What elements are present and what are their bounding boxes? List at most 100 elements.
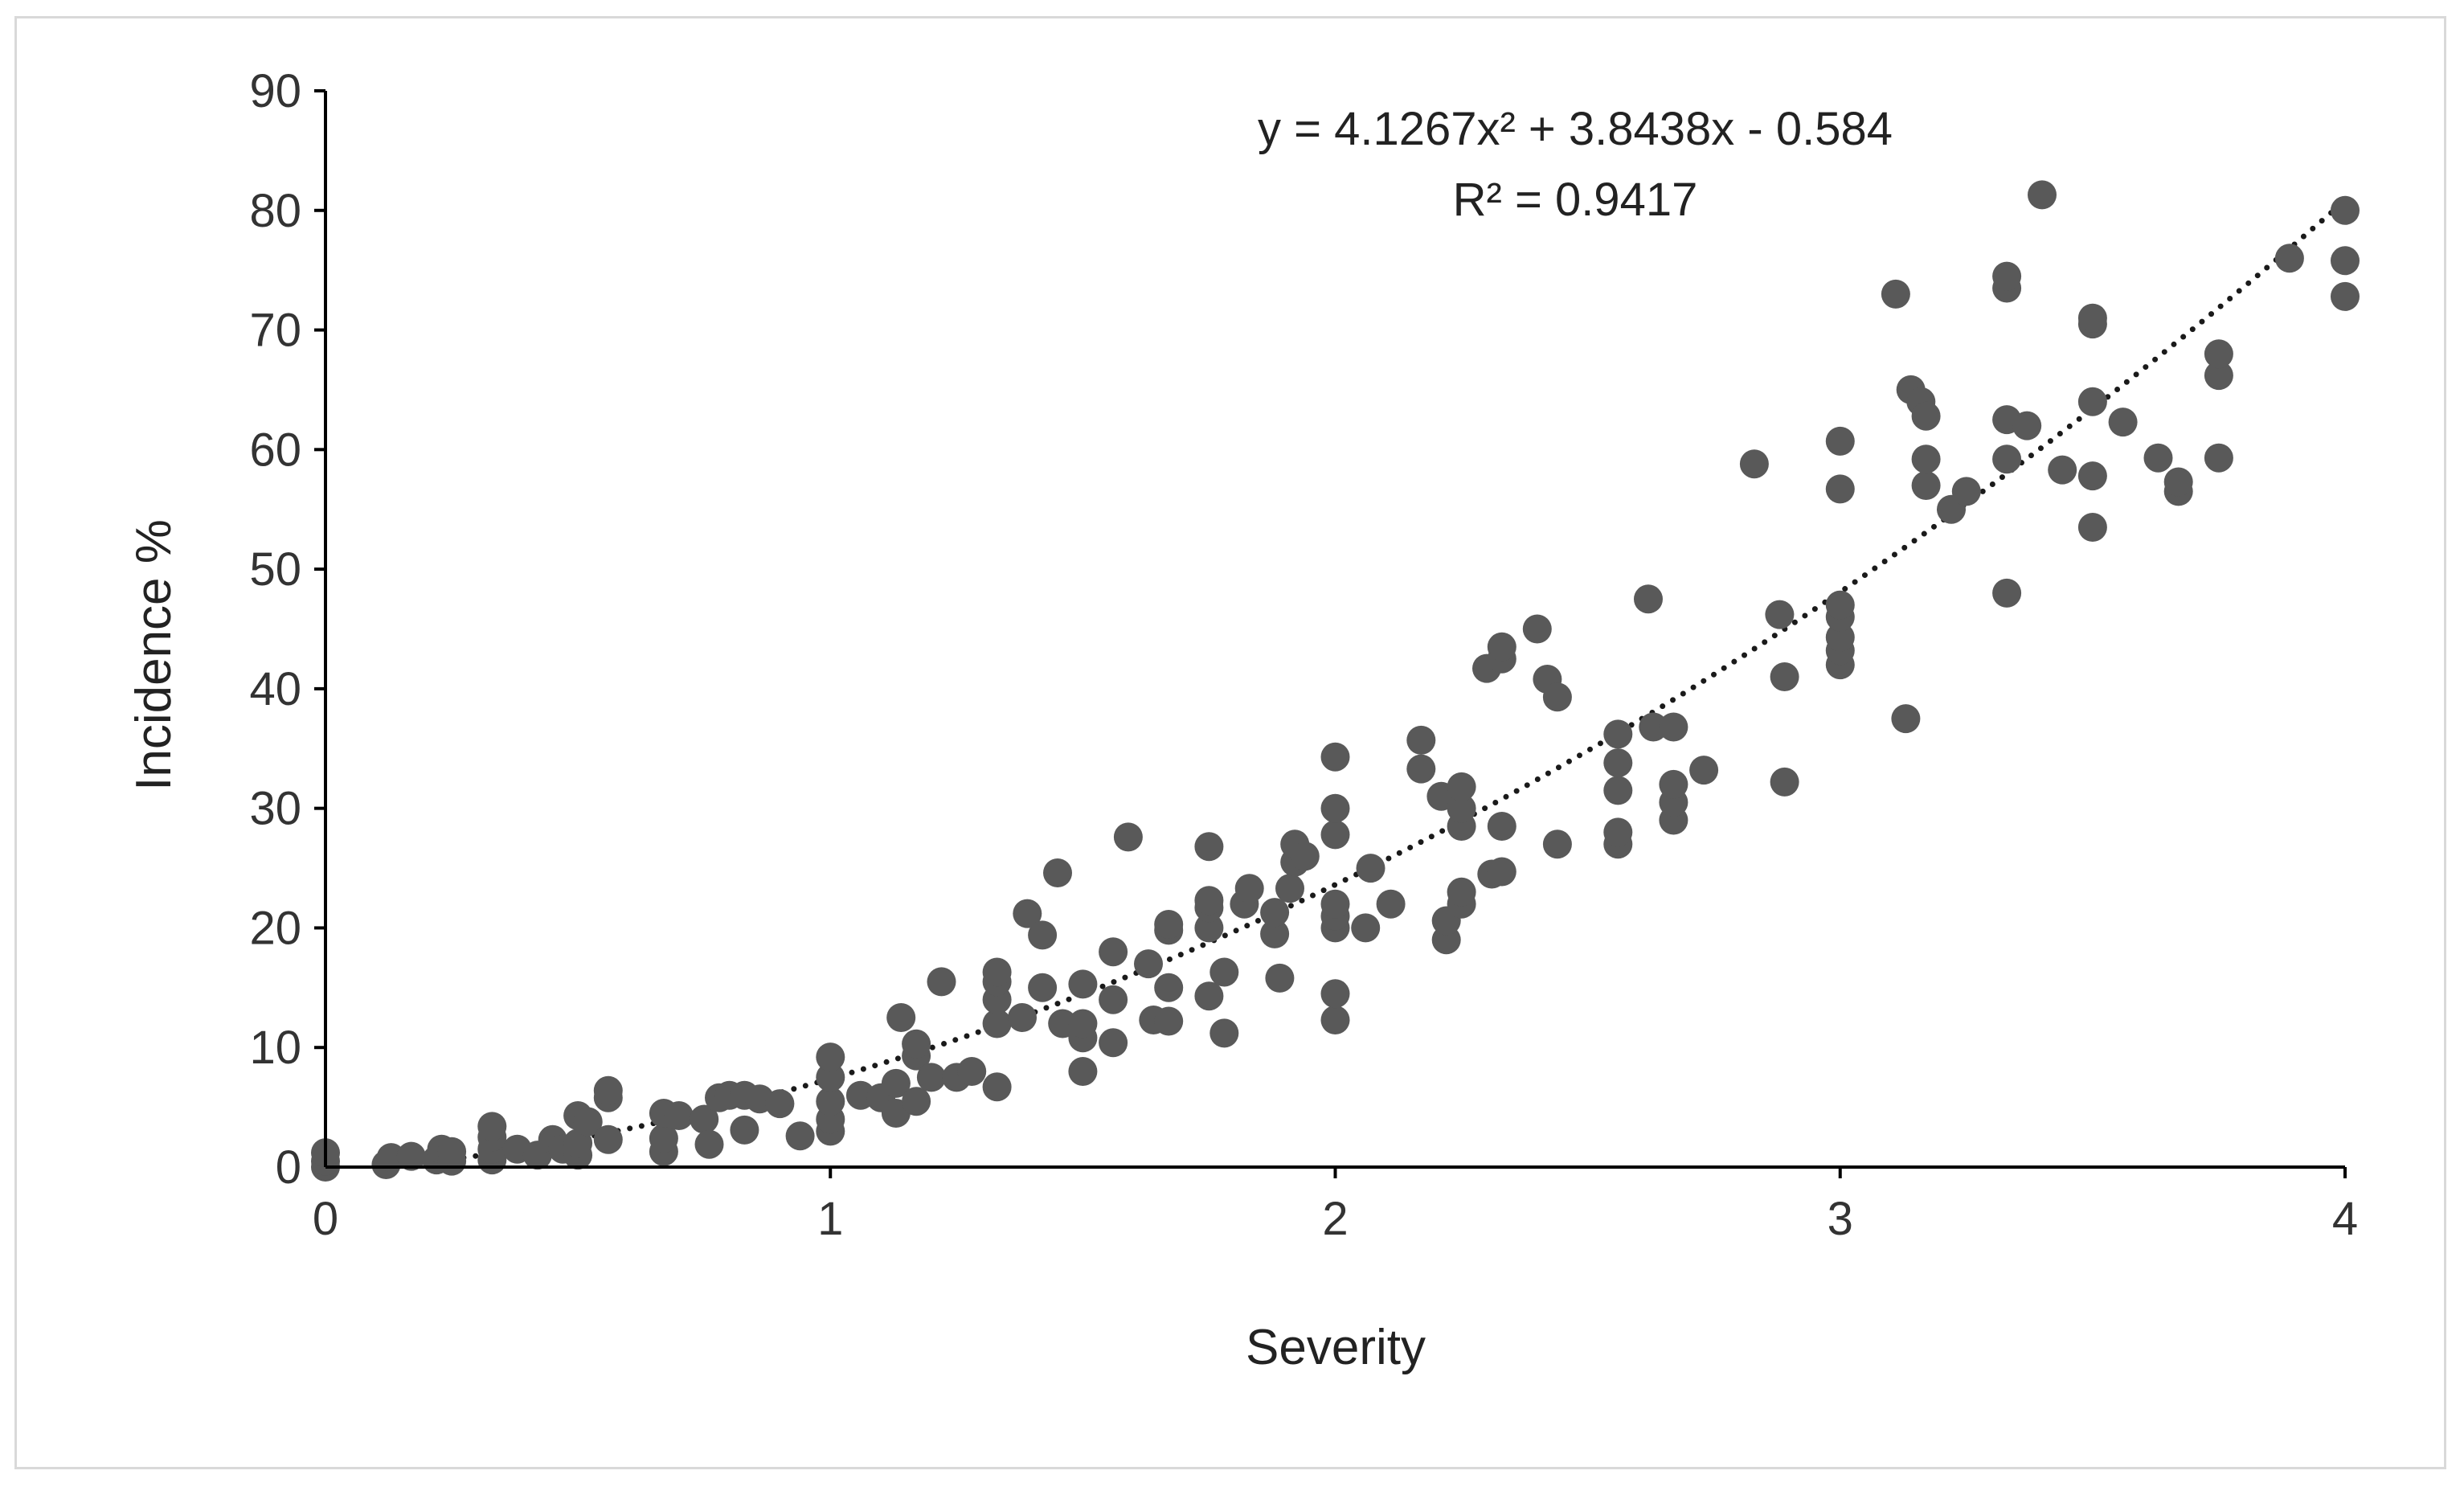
data-point bbox=[1406, 725, 1436, 755]
data-point bbox=[664, 1101, 694, 1130]
data-point bbox=[1992, 578, 2022, 608]
data-point bbox=[2077, 387, 2107, 416]
x-tick-label: 0 bbox=[313, 1193, 338, 1245]
data-point bbox=[2048, 455, 2077, 485]
data-point bbox=[2077, 513, 2107, 542]
data-point bbox=[1911, 444, 1941, 474]
data-point bbox=[1154, 1006, 1184, 1036]
x-tick-label: 4 bbox=[2332, 1193, 2358, 1245]
data-point bbox=[2331, 195, 2360, 225]
data-point bbox=[2077, 461, 2107, 491]
data-point bbox=[816, 1087, 845, 1116]
data-point bbox=[1542, 682, 1572, 712]
data-point bbox=[1008, 1003, 1037, 1032]
trendline-equation: y = 4.1267x² + 3.8438x - 0.584 bbox=[1258, 103, 1893, 155]
data-point bbox=[1406, 754, 1436, 784]
data-point bbox=[477, 1112, 507, 1141]
data-point bbox=[1659, 769, 1688, 799]
data-point bbox=[1194, 886, 1224, 915]
data-point bbox=[1234, 874, 1264, 903]
data-point bbox=[1209, 957, 1239, 987]
data-point bbox=[2012, 411, 2042, 440]
data-point bbox=[1028, 920, 1058, 950]
data-point bbox=[1951, 477, 1981, 506]
y-tick-label: 90 bbox=[249, 65, 301, 117]
data-point bbox=[816, 1063, 845, 1092]
data-point bbox=[1770, 767, 1799, 797]
data-point bbox=[1487, 812, 1516, 841]
data-point bbox=[765, 1089, 795, 1119]
data-point bbox=[927, 967, 956, 997]
data-point bbox=[1522, 614, 1552, 644]
data-point bbox=[1028, 973, 1058, 1002]
data-point bbox=[1099, 937, 1128, 967]
y-tick-label: 80 bbox=[249, 185, 301, 237]
data-point bbox=[982, 1009, 1012, 1038]
data-point bbox=[1099, 1028, 1128, 1058]
y-tick-label: 50 bbox=[249, 543, 301, 596]
data-point bbox=[1260, 898, 1290, 928]
data-point bbox=[1825, 474, 1855, 504]
data-point bbox=[982, 957, 1012, 987]
data-point bbox=[1603, 719, 1633, 749]
y-tick-label: 10 bbox=[249, 1022, 301, 1074]
data-point bbox=[1447, 793, 1476, 823]
data-point bbox=[1134, 949, 1163, 979]
data-point bbox=[1603, 776, 1633, 805]
trendline bbox=[448, 198, 2348, 1163]
data-point bbox=[1320, 1006, 1350, 1034]
data-point bbox=[573, 1107, 603, 1137]
y-tick-label: 70 bbox=[249, 305, 301, 357]
data-point bbox=[1320, 793, 1350, 823]
data-point bbox=[1447, 877, 1476, 907]
data-point bbox=[1603, 748, 1633, 778]
x-axis-ticks: 0 1 2 3 4 bbox=[313, 1167, 2358, 1245]
data-point bbox=[1265, 963, 1295, 993]
data-point bbox=[1659, 712, 1688, 742]
data-point bbox=[1154, 910, 1184, 939]
data-point bbox=[785, 1121, 815, 1151]
data-point bbox=[1068, 1057, 1098, 1086]
data-point bbox=[1825, 590, 1855, 620]
data-point bbox=[730, 1115, 759, 1145]
y-axis-title: Incidence % bbox=[126, 519, 182, 791]
data-point bbox=[1881, 279, 1910, 309]
data-point bbox=[1689, 756, 1719, 785]
y-axis-ticks: 0 10 20 30 40 50 60 70 80 90 bbox=[249, 65, 325, 1194]
data-point bbox=[1376, 889, 1406, 919]
data-point bbox=[1113, 822, 1143, 852]
data-point bbox=[690, 1104, 719, 1134]
data-point bbox=[1013, 899, 1042, 928]
data-point bbox=[1739, 449, 1769, 479]
data-point bbox=[1911, 471, 1941, 500]
y-tick-label: 30 bbox=[249, 783, 301, 835]
data-point bbox=[902, 1087, 931, 1116]
y-tick-label: 40 bbox=[249, 663, 301, 715]
data-point bbox=[2274, 244, 2304, 273]
data-point bbox=[1320, 742, 1350, 772]
data-point bbox=[1487, 632, 1516, 662]
data-point bbox=[816, 1042, 845, 1072]
data-point bbox=[2331, 246, 2360, 276]
x-tick-label: 2 bbox=[1322, 1193, 1348, 1245]
data-point bbox=[1320, 889, 1350, 919]
data-point bbox=[1891, 704, 1921, 734]
data-point bbox=[1290, 842, 1320, 871]
data-point bbox=[1351, 913, 1381, 943]
y-tick-label: 0 bbox=[276, 1141, 301, 1194]
data-point bbox=[1320, 820, 1350, 850]
data-point bbox=[2204, 443, 2233, 473]
data-point bbox=[982, 1072, 1012, 1102]
data-point bbox=[1639, 712, 1668, 742]
data-point bbox=[694, 1129, 724, 1159]
y-tick-label: 60 bbox=[249, 424, 301, 476]
data-point bbox=[1770, 662, 1799, 691]
data-point bbox=[1194, 981, 1224, 1011]
data-point bbox=[2077, 303, 2107, 333]
data-point bbox=[2204, 339, 2233, 369]
data-point bbox=[563, 1128, 593, 1158]
data-point bbox=[1603, 817, 1633, 847]
data-point bbox=[1099, 985, 1128, 1014]
data-point bbox=[649, 1124, 678, 1153]
